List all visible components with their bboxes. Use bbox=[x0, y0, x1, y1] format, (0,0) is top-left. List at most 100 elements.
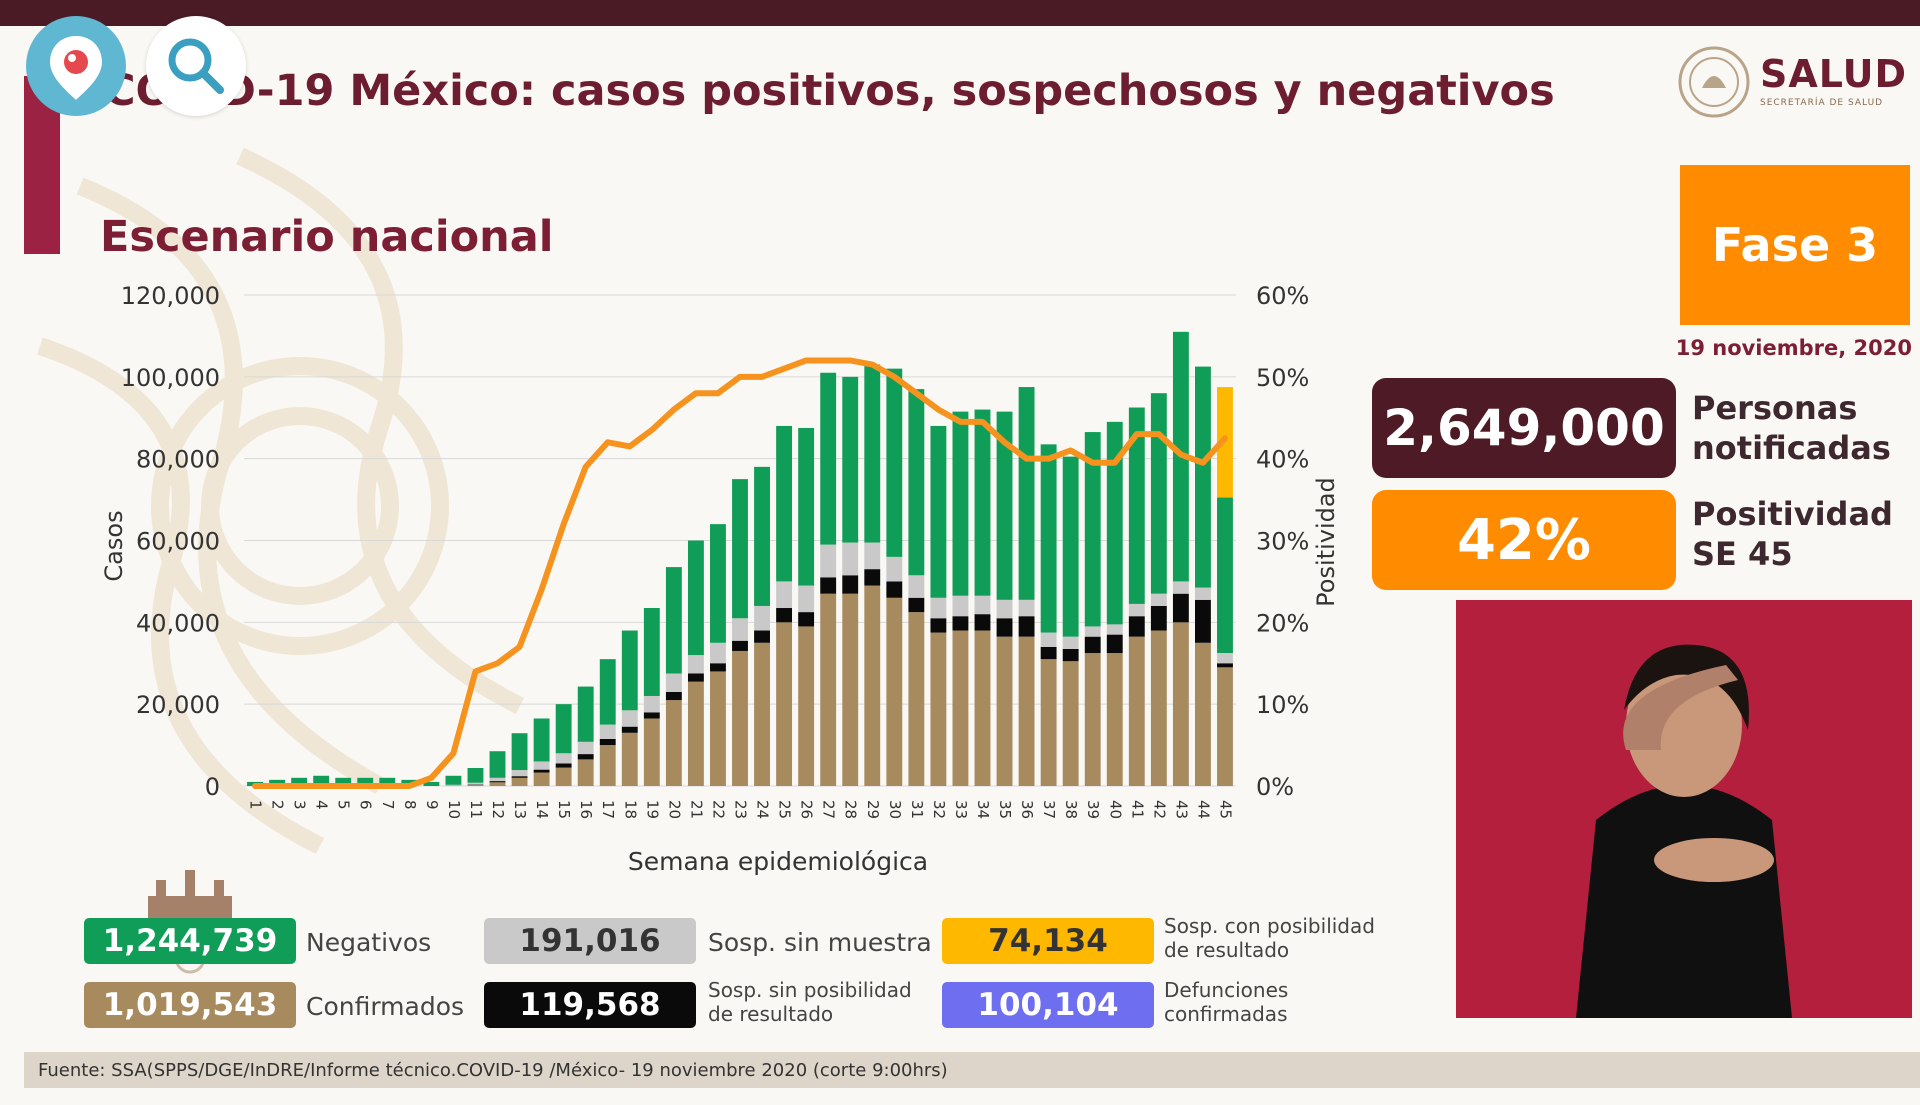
x-tick-label: 16 bbox=[577, 800, 595, 819]
x-tick-label: 5 bbox=[335, 800, 353, 810]
bar-segment bbox=[1194, 587, 1211, 600]
bar-segment bbox=[952, 411, 969, 596]
bar-segment bbox=[996, 599, 1013, 619]
bar-segment bbox=[908, 612, 925, 786]
bar-segment bbox=[930, 618, 947, 633]
y-tick-label: 100,000 bbox=[121, 364, 220, 392]
x-tick-label: 19 bbox=[643, 800, 661, 819]
bar-segment bbox=[687, 681, 704, 786]
bar-segment bbox=[886, 597, 903, 786]
bar-segment bbox=[665, 700, 682, 786]
legend-value-sosp-con-posibilidad: 74,134 bbox=[942, 918, 1154, 964]
x-tick-label: 42 bbox=[1150, 800, 1168, 819]
bar-segment bbox=[1084, 653, 1101, 786]
y-tick-label: 120,000 bbox=[121, 282, 220, 310]
x-tick-label: 41 bbox=[1128, 800, 1146, 819]
periscope-icon bbox=[50, 36, 102, 100]
bar-segment bbox=[357, 777, 374, 786]
x-tick-label: 34 bbox=[974, 800, 992, 819]
positivity-line bbox=[252, 357, 1228, 789]
bar-segment bbox=[1194, 642, 1211, 786]
bar-segment bbox=[974, 595, 991, 615]
bar-segment bbox=[511, 733, 528, 771]
bar-segment bbox=[732, 640, 748, 651]
top-bar bbox=[0, 0, 1920, 26]
bar-segment bbox=[1128, 616, 1145, 637]
legend-label-confirmados: Confirmados bbox=[306, 994, 464, 1019]
y-tick-label: 20,000 bbox=[136, 691, 220, 719]
bar-segment bbox=[732, 479, 748, 619]
bar-segment bbox=[577, 686, 594, 742]
report-date: 19 noviembre, 2020 bbox=[1675, 336, 1912, 360]
bar-segment bbox=[665, 673, 682, 692]
legend-label-line-2: de resultado bbox=[708, 1002, 834, 1026]
bar-segment bbox=[687, 673, 704, 682]
salud-logo-text: SALUD bbox=[1760, 52, 1908, 96]
bar-segment bbox=[1018, 616, 1035, 637]
bar-segment bbox=[798, 626, 815, 786]
legend-value-negativos: 1,244,739 bbox=[84, 918, 296, 964]
sign-language-interpreter-video bbox=[1456, 600, 1912, 1018]
bar-segment bbox=[269, 779, 286, 786]
bar-segment bbox=[996, 411, 1013, 600]
bar-segment bbox=[864, 569, 881, 586]
x-tick-label: 7 bbox=[379, 800, 397, 810]
bar-segment bbox=[1150, 593, 1167, 606]
bar-segment bbox=[820, 544, 837, 578]
bar-segment bbox=[1040, 646, 1057, 660]
legend-label-sosp-sin-posibilidad: Sosp. sin posibilidad de resultado bbox=[708, 978, 912, 1026]
notified-label-line-2: notificadas bbox=[1692, 429, 1891, 467]
bar-segment bbox=[842, 376, 859, 543]
bar-segment bbox=[1040, 659, 1057, 786]
x-tick-label: 32 bbox=[930, 800, 948, 819]
legend-label-line-2: de resultado bbox=[1164, 938, 1290, 962]
y2-tick-label: 40% bbox=[1256, 446, 1309, 474]
bar-segment bbox=[710, 642, 726, 664]
bar-segment bbox=[1217, 653, 1233, 664]
bar-segment bbox=[952, 616, 969, 631]
bar-segment bbox=[1217, 663, 1233, 668]
bar-segment bbox=[974, 630, 991, 786]
x-tick-label: 40 bbox=[1106, 800, 1124, 819]
bar-segment bbox=[313, 775, 330, 786]
bar-segment bbox=[643, 695, 660, 713]
periscope-button[interactable] bbox=[26, 16, 126, 116]
bar-segment bbox=[665, 691, 682, 701]
bar-segment bbox=[1084, 636, 1101, 654]
bar-segment bbox=[511, 776, 528, 778]
legend-label-line-1: Sosp. sin muestra bbox=[708, 928, 932, 957]
bar-segment bbox=[643, 608, 660, 696]
bar-segment bbox=[754, 642, 770, 786]
search-button[interactable] bbox=[146, 16, 246, 116]
bar-segment bbox=[533, 761, 550, 770]
bar-segment bbox=[291, 777, 308, 786]
bar-segment bbox=[599, 738, 616, 746]
bar-segment bbox=[621, 732, 638, 786]
bar-segment bbox=[732, 650, 748, 786]
positivity-label-line-2: SE 45 bbox=[1692, 535, 1793, 573]
x-tick-label: 10 bbox=[445, 800, 463, 819]
x-tick-label: 45 bbox=[1216, 800, 1234, 819]
x-tick-label: 31 bbox=[908, 800, 926, 819]
x-tick-label: 23 bbox=[732, 800, 750, 819]
legend-label-line-2: confirmadas bbox=[1164, 1002, 1288, 1026]
phase-badge: Fase 3 bbox=[1680, 165, 1910, 325]
bar-segment bbox=[489, 777, 506, 782]
x-tick-label: 38 bbox=[1062, 800, 1080, 819]
bar-segment bbox=[820, 577, 837, 594]
bar-segment bbox=[1217, 497, 1233, 654]
legend-value-confirmados: 1,019,543 bbox=[84, 982, 296, 1028]
gobierno-de-mexico-logo bbox=[142, 866, 238, 976]
legend-value-sosp-sin-muestra: 191,016 bbox=[484, 918, 696, 964]
gobierno-building-icon bbox=[148, 870, 232, 974]
salud-logo: SALUD SECRETARÍA DE SALUD bbox=[1676, 44, 1916, 124]
x-tick-label: 26 bbox=[798, 800, 816, 819]
legend-label-defunciones: Defunciones confirmadas bbox=[1164, 978, 1288, 1026]
bar-segment bbox=[952, 595, 969, 617]
bar-segment bbox=[996, 636, 1013, 786]
bar-segment bbox=[754, 605, 770, 631]
bar-segment bbox=[599, 745, 616, 786]
bar-segment bbox=[467, 782, 484, 785]
x-tick-label: 33 bbox=[952, 800, 970, 819]
x-tick-label: 14 bbox=[533, 800, 551, 819]
